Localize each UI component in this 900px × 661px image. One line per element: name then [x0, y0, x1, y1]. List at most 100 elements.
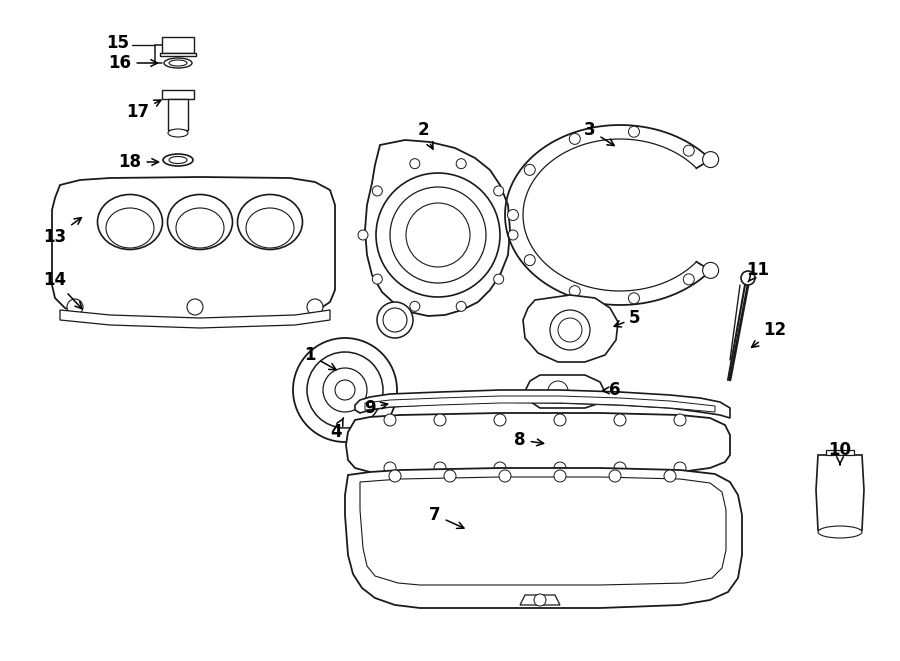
- Circle shape: [499, 470, 511, 482]
- Circle shape: [456, 159, 466, 169]
- Circle shape: [307, 352, 383, 428]
- Text: 8: 8: [514, 431, 544, 449]
- Polygon shape: [52, 177, 335, 320]
- Ellipse shape: [168, 129, 188, 137]
- Circle shape: [683, 145, 694, 156]
- Ellipse shape: [97, 194, 163, 249]
- Polygon shape: [360, 477, 726, 585]
- Text: 16: 16: [109, 54, 158, 72]
- Text: 15: 15: [106, 34, 130, 52]
- Polygon shape: [60, 310, 330, 328]
- Polygon shape: [345, 468, 742, 608]
- Text: 13: 13: [43, 217, 81, 246]
- Circle shape: [187, 299, 203, 315]
- Circle shape: [741, 271, 755, 285]
- Circle shape: [558, 318, 582, 342]
- Circle shape: [434, 462, 446, 474]
- Circle shape: [335, 380, 355, 400]
- Circle shape: [358, 230, 368, 240]
- Circle shape: [554, 462, 566, 474]
- Circle shape: [570, 286, 580, 297]
- Circle shape: [410, 159, 419, 169]
- Text: 11: 11: [746, 261, 769, 282]
- Circle shape: [373, 186, 382, 196]
- Circle shape: [508, 210, 518, 221]
- Circle shape: [390, 187, 486, 283]
- Circle shape: [525, 254, 535, 266]
- Circle shape: [434, 414, 446, 426]
- Text: 14: 14: [43, 271, 82, 309]
- Circle shape: [373, 274, 382, 284]
- Ellipse shape: [818, 526, 862, 538]
- Circle shape: [406, 203, 470, 267]
- Text: 10: 10: [829, 441, 851, 465]
- Polygon shape: [816, 455, 864, 530]
- Circle shape: [410, 301, 419, 311]
- Circle shape: [525, 165, 535, 175]
- Circle shape: [323, 368, 367, 412]
- Polygon shape: [520, 595, 560, 605]
- Circle shape: [376, 173, 500, 297]
- Circle shape: [550, 310, 590, 350]
- Polygon shape: [162, 37, 194, 53]
- Polygon shape: [826, 450, 854, 455]
- Polygon shape: [346, 413, 730, 474]
- Circle shape: [494, 462, 506, 474]
- Polygon shape: [525, 375, 605, 408]
- Text: 3: 3: [584, 121, 614, 145]
- Circle shape: [570, 134, 580, 144]
- Text: 17: 17: [126, 100, 161, 121]
- Circle shape: [508, 230, 518, 240]
- Text: 4: 4: [330, 418, 344, 441]
- Polygon shape: [168, 99, 188, 130]
- Circle shape: [609, 470, 621, 482]
- Ellipse shape: [167, 194, 232, 249]
- Circle shape: [674, 462, 686, 474]
- Circle shape: [674, 414, 686, 426]
- Text: 1: 1: [304, 346, 336, 369]
- Ellipse shape: [163, 154, 193, 166]
- Text: 18: 18: [119, 153, 158, 171]
- Circle shape: [628, 293, 640, 304]
- Circle shape: [494, 414, 506, 426]
- Circle shape: [628, 126, 640, 137]
- Circle shape: [664, 470, 676, 482]
- Ellipse shape: [176, 208, 224, 248]
- Polygon shape: [523, 295, 618, 362]
- Circle shape: [456, 301, 466, 311]
- Circle shape: [703, 151, 718, 168]
- Circle shape: [494, 186, 504, 196]
- Circle shape: [67, 299, 83, 315]
- Ellipse shape: [169, 60, 187, 66]
- Text: 12: 12: [752, 321, 787, 347]
- Text: 2: 2: [418, 121, 433, 149]
- Polygon shape: [160, 53, 196, 56]
- Polygon shape: [365, 396, 715, 412]
- Circle shape: [377, 302, 413, 338]
- Circle shape: [703, 262, 718, 278]
- Polygon shape: [365, 140, 510, 316]
- Circle shape: [384, 462, 396, 474]
- Circle shape: [444, 470, 456, 482]
- Circle shape: [307, 299, 323, 315]
- Ellipse shape: [169, 157, 187, 163]
- Ellipse shape: [246, 208, 294, 248]
- Circle shape: [293, 338, 397, 442]
- Polygon shape: [162, 90, 194, 99]
- Ellipse shape: [238, 194, 302, 249]
- Ellipse shape: [106, 208, 154, 248]
- Text: 5: 5: [614, 309, 641, 327]
- Circle shape: [554, 470, 566, 482]
- Text: 9: 9: [364, 399, 388, 417]
- Ellipse shape: [164, 58, 192, 68]
- Circle shape: [683, 274, 694, 285]
- Text: 6: 6: [602, 381, 621, 399]
- Circle shape: [494, 274, 504, 284]
- Circle shape: [383, 308, 407, 332]
- Circle shape: [384, 414, 396, 426]
- Circle shape: [548, 381, 568, 401]
- Circle shape: [554, 414, 566, 426]
- Circle shape: [534, 594, 546, 606]
- Circle shape: [614, 462, 626, 474]
- Polygon shape: [355, 390, 730, 418]
